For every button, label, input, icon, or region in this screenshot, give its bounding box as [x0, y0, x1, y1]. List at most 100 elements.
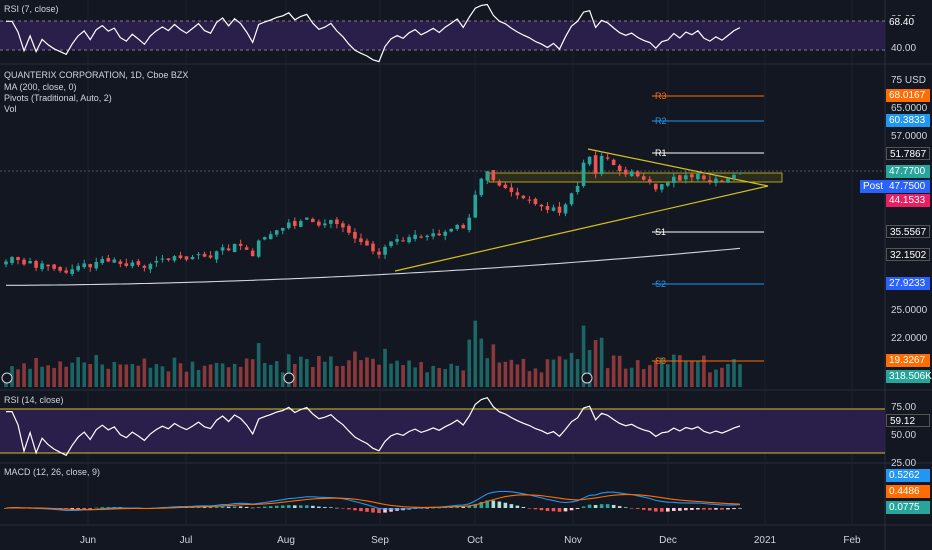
signal-tag: 0.4486: [886, 485, 930, 498]
candle-body: [599, 155, 604, 175]
volume-bar: [353, 351, 357, 387]
volume-bar: [238, 366, 243, 387]
volume-bar: [34, 357, 38, 387]
volume-bar: [262, 362, 267, 387]
volume-bar: [94, 355, 99, 387]
r2-tag: 60.3833: [886, 114, 930, 127]
volume-bar: [323, 361, 327, 387]
candle-body: [220, 247, 225, 251]
volume-bar: [443, 369, 448, 387]
y-tick-label: 57.0000: [891, 131, 928, 142]
volume-bar: [28, 368, 32, 387]
volume-bar: [702, 355, 706, 387]
volume-bar: [623, 368, 628, 387]
candle-body: [401, 240, 405, 242]
macd-hist-bar: [82, 508, 87, 509]
volume-bar: [383, 348, 387, 387]
volume-bar: [533, 368, 538, 387]
volume-bar: [738, 364, 742, 387]
candle-body: [190, 257, 195, 260]
rsi14-title: RSI (14, close): [4, 395, 64, 405]
macd-hist-bar: [208, 507, 213, 508]
candle-body: [298, 221, 303, 227]
macd-hist-bar: [599, 504, 604, 508]
s2-tag: 27.9233: [886, 277, 930, 290]
macd-hist-bar: [202, 507, 207, 508]
macd-hist-bar: [611, 504, 616, 508]
candle-body: [720, 180, 724, 182]
volume-bar: [431, 365, 435, 387]
volume-bar: [208, 364, 213, 387]
candle-body: [581, 162, 586, 186]
volume-bar: [286, 354, 291, 387]
volume-bar: [214, 362, 219, 387]
volume-bar: [551, 359, 556, 387]
s1-tag: 35.5567: [886, 225, 930, 238]
candle-body: [10, 257, 14, 263]
candle-body: [34, 261, 38, 268]
candle-body: [653, 183, 658, 190]
candle-body: [617, 165, 622, 171]
volume-bar: [22, 363, 26, 387]
volume-bar: [88, 364, 93, 387]
volume-bar: [317, 355, 321, 387]
rsi7-value-tag: 68.40: [886, 16, 930, 29]
volume-bar: [593, 339, 598, 387]
candle-body: [509, 187, 514, 192]
x-tick-label: Sep: [371, 535, 389, 546]
candle-body: [262, 237, 267, 240]
candle-body: [28, 260, 32, 264]
macd-hist-bar: [347, 508, 351, 510]
volume-bar: [557, 356, 562, 387]
candle-body: [226, 248, 231, 251]
volume-bar: [467, 339, 472, 387]
macd-hist-bar: [238, 506, 243, 508]
volume-bar: [130, 363, 135, 387]
macd-hist-bar: [437, 507, 441, 509]
volume-bar: [178, 363, 183, 387]
volume-bar: [202, 365, 207, 387]
volume-bar: [641, 369, 646, 387]
volume-bar: [647, 365, 652, 387]
candle-body: [690, 174, 694, 178]
volume-bar: [311, 367, 315, 387]
rsi14-line: [6, 396, 741, 457]
candle-body: [371, 243, 375, 252]
macd-hist-bar: [220, 506, 225, 508]
candle-body: [539, 204, 544, 207]
volume-bar: [720, 367, 724, 387]
volume-bar: [148, 367, 153, 387]
candle-body: [292, 220, 297, 226]
candles: [4, 151, 742, 277]
volume-bar: [118, 364, 123, 387]
rsi14-value-tag: 59.12: [886, 414, 930, 427]
candle-body: [377, 251, 381, 255]
volume-bar: [497, 362, 502, 387]
main-title: QUANTERIX CORPORATION, 1D, Cboe BZX: [4, 70, 189, 80]
volume-bar: [371, 358, 375, 387]
y-tick-label: 75.00: [891, 402, 916, 413]
volume-bar: [509, 359, 514, 387]
candle-body: [124, 263, 129, 266]
resistance-box: [488, 172, 783, 183]
macd-hist-bar: [214, 507, 219, 508]
macd-hist-bar: [738, 508, 742, 509]
volume-bar: [732, 359, 736, 387]
volume-bar: [16, 369, 20, 387]
upper-trendline: [587, 148, 769, 187]
candle-body: [311, 218, 315, 223]
candle-body: [268, 234, 273, 240]
macd-hist-bar: [335, 507, 339, 509]
volume-bar: [455, 365, 460, 387]
volume-bar: [539, 372, 544, 387]
x-tick-label: Nov: [564, 535, 582, 546]
volume-bar: [581, 325, 586, 387]
candle-body: [629, 171, 634, 177]
macd-hist-bar: [708, 508, 712, 510]
candle-body: [545, 206, 550, 210]
last-price-tag: 47.7700: [886, 165, 930, 178]
candle-body: [659, 184, 664, 190]
volume-bar: [653, 361, 658, 387]
candle-body: [136, 261, 141, 265]
